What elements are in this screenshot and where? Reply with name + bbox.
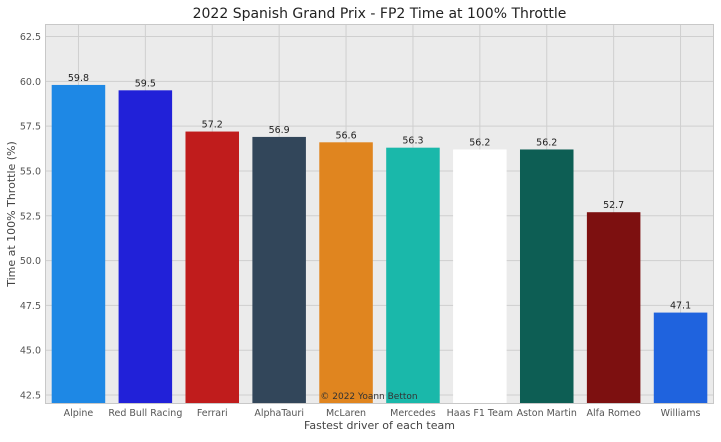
plot-frame	[45, 24, 714, 404]
x-tick-label: Aston Martin	[517, 408, 577, 419]
bar-alfa-romeo	[586, 212, 641, 404]
bar-value-label: 56.6	[335, 130, 356, 141]
bar-mercedes	[386, 147, 440, 404]
x-tick-label: McLaren	[326, 408, 366, 419]
bar-value-label: 56.3	[402, 136, 423, 147]
bar-value-label: 56.9	[269, 125, 290, 136]
copyright-annotation: © 2022 Yoann Betton	[320, 392, 417, 402]
value-labels: 59.8 59.5 57.2 56.9 56.6 56.3 56.2 56.2 52.7 47.1	[68, 73, 691, 312]
bar-aston-martin	[519, 149, 574, 404]
y-tick-label: 45.0	[20, 346, 41, 357]
bar-haas-f1-team	[453, 149, 507, 404]
y-tick-label: 62.5	[20, 32, 41, 43]
x-tick-label: Red Bull Racing	[108, 408, 182, 419]
y-axis-ticks: 42.5 45.0 47.5 50.0 52.5 55.0 57.5 60.0 62.5	[20, 32, 41, 401]
bar-value-label: 47.1	[670, 301, 691, 312]
chart-title: 2022 Spanish Grand Prix - FP2 Time at 10…	[193, 6, 567, 22]
bar-value-label: 56.2	[469, 137, 490, 148]
x-axis-label: Fastest driver of each team	[304, 419, 455, 432]
y-tick-label: 47.5	[20, 301, 41, 312]
x-tick-label: Alfa Romeo	[587, 408, 641, 419]
bar-ferrari	[185, 131, 240, 404]
x-tick-label: Haas F1 Team	[447, 408, 513, 419]
bar-value-label: 59.8	[68, 73, 89, 84]
x-tick-label: AlphaTauri	[254, 408, 304, 419]
bar-value-label: 57.2	[202, 120, 223, 131]
bar-mclaren	[319, 142, 373, 404]
y-tick-label: 42.5	[20, 391, 41, 402]
bars	[51, 84, 708, 405]
x-tick-label: Alpine	[64, 408, 94, 419]
bar-value-label: 56.2	[536, 137, 557, 148]
x-tick-label: Ferrari	[197, 408, 228, 419]
x-tick-label: Mercedes	[390, 408, 436, 419]
y-tick-label: 50.0	[20, 256, 41, 267]
bar-red-bull-racing	[118, 90, 173, 405]
y-tick-label: 60.0	[20, 77, 41, 88]
bar-alphatauri	[252, 136, 306, 404]
y-tick-label: 55.0	[20, 166, 41, 177]
y-tick-label: 52.5	[20, 211, 41, 222]
x-axis-ticks: Alpine Red Bull Racing Ferrari AlphaTauri Mc…	[64, 408, 701, 419]
bar-value-label: 52.7	[603, 200, 624, 211]
y-tick-label: 57.5	[20, 122, 41, 133]
bar-alpine	[51, 84, 106, 405]
bar-value-label: 59.5	[135, 78, 156, 89]
bar-williams	[653, 312, 708, 404]
x-tick-label: Williams	[661, 408, 701, 419]
y-axis-label: Time at 100% Throttle (%)	[5, 141, 18, 288]
